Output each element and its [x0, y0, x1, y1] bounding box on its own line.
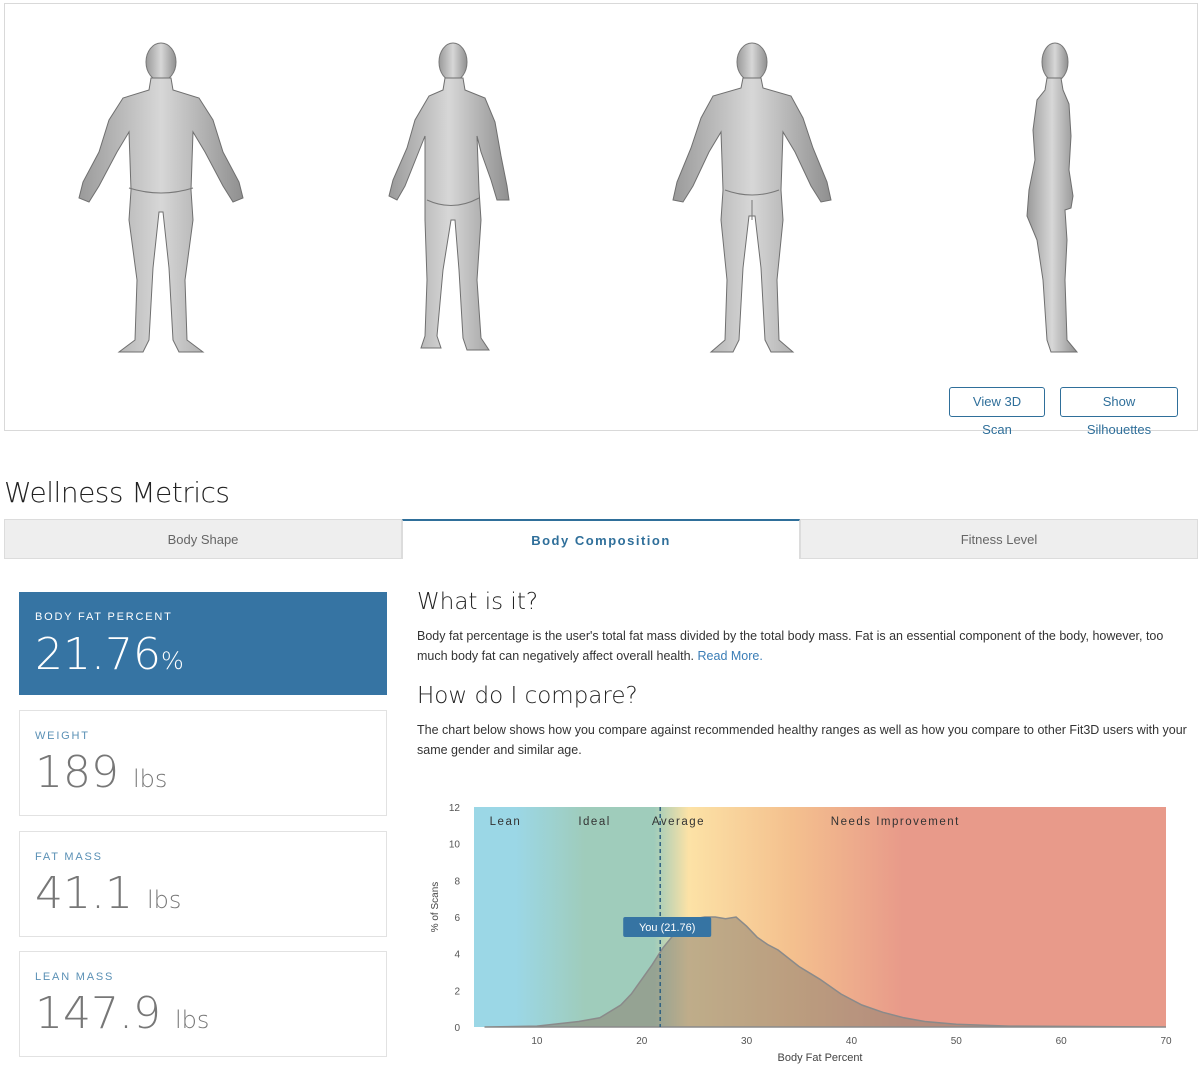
y-tick-label: 4 — [454, 950, 460, 961]
metric-card-weight: WEIGHT 189 lbs — [19, 710, 387, 816]
tab-body-shape[interactable]: Body Shape — [4, 519, 402, 559]
metric-value: 147.9 lbs — [35, 988, 210, 1039]
chart-svg: Lean Ideal Average Needs Improvement You (21… — [430, 803, 1172, 1064]
you-marker-label: You (21.76) — [639, 922, 695, 934]
metric-card-fat-mass: FAT MASS 41.1 lbs — [19, 831, 387, 937]
distribution-area — [484, 916, 1167, 1028]
y-tick-label: 2 — [454, 986, 460, 997]
body-scan-side — [1026, 42, 1079, 353]
x-tick-label: 10 — [531, 1036, 543, 1047]
read-more-link[interactable]: Read More. — [697, 649, 763, 663]
y-axis-label: % of Scans — [430, 882, 441, 933]
x-tick-label: 70 — [1160, 1036, 1172, 1047]
body-scan-angle — [388, 42, 510, 351]
scan-panel: View 3D Scan Show Silhouettes — [4, 3, 1198, 437]
tab-fitness-level[interactable]: Fitness Level — [800, 519, 1198, 559]
body-scan-front — [78, 42, 244, 353]
metric-tabs: Body Shape Body Composition Fitness Leve… — [4, 519, 1198, 559]
you-marker-badge — [623, 917, 712, 937]
body-fat-distribution-chart: Lean Ideal Average Needs Improvement You (21… — [420, 795, 1190, 1075]
section-title: Wellness Metrics — [4, 476, 230, 509]
zone-label-ideal: Ideal — [578, 816, 610, 828]
what-is-it-heading: What is it? — [417, 589, 539, 615]
y-tick-label: 10 — [449, 840, 461, 851]
zone-label-lean: Lean — [490, 816, 522, 828]
metric-value: 41.1 lbs — [35, 868, 182, 919]
metric-value: 21.76% — [35, 629, 184, 680]
metric-card-lean-mass: LEAN MASS 147.9 lbs — [19, 951, 387, 1057]
metric-label: FAT MASS — [35, 851, 103, 863]
compare-heading: How do I compare? — [417, 683, 638, 709]
y-tick-label: 8 — [454, 876, 460, 887]
x-tick-label: 60 — [1056, 1036, 1068, 1047]
zone-label-needs-improvement: Needs Improvement — [831, 816, 960, 828]
x-tick-label: 40 — [846, 1036, 858, 1047]
metric-label: BODY FAT PERCENT — [35, 611, 173, 623]
compare-text: The chart below shows how you compare ag… — [417, 723, 1187, 757]
body-scan-back — [672, 42, 832, 353]
x-tick-label: 20 — [636, 1036, 648, 1047]
y-tick-label: 6 — [454, 913, 460, 924]
show-silhouettes-button[interactable]: Show Silhouettes — [1060, 387, 1178, 437]
x-axis-label: Body Fat Percent — [778, 1052, 863, 1064]
view-3d-scan-button[interactable]: View 3D Scan — [949, 387, 1045, 437]
y-tick-label: 0 — [454, 1023, 460, 1034]
zone-label-average: Average — [652, 816, 705, 828]
metric-card-body-fat: BODY FAT PERCENT 21.76% — [19, 592, 387, 695]
x-tick-label: 50 — [951, 1036, 963, 1047]
x-tick-label: 30 — [741, 1036, 753, 1047]
metric-label: LEAN MASS — [35, 971, 115, 983]
y-tick-label: 12 — [449, 803, 461, 814]
tab-body-composition[interactable]: Body Composition — [402, 519, 800, 559]
metric-value: 189 lbs — [35, 747, 168, 798]
what-is-it-text: Body fat percentage is the user's total … — [417, 629, 1164, 663]
metric-label: WEIGHT — [35, 730, 90, 742]
